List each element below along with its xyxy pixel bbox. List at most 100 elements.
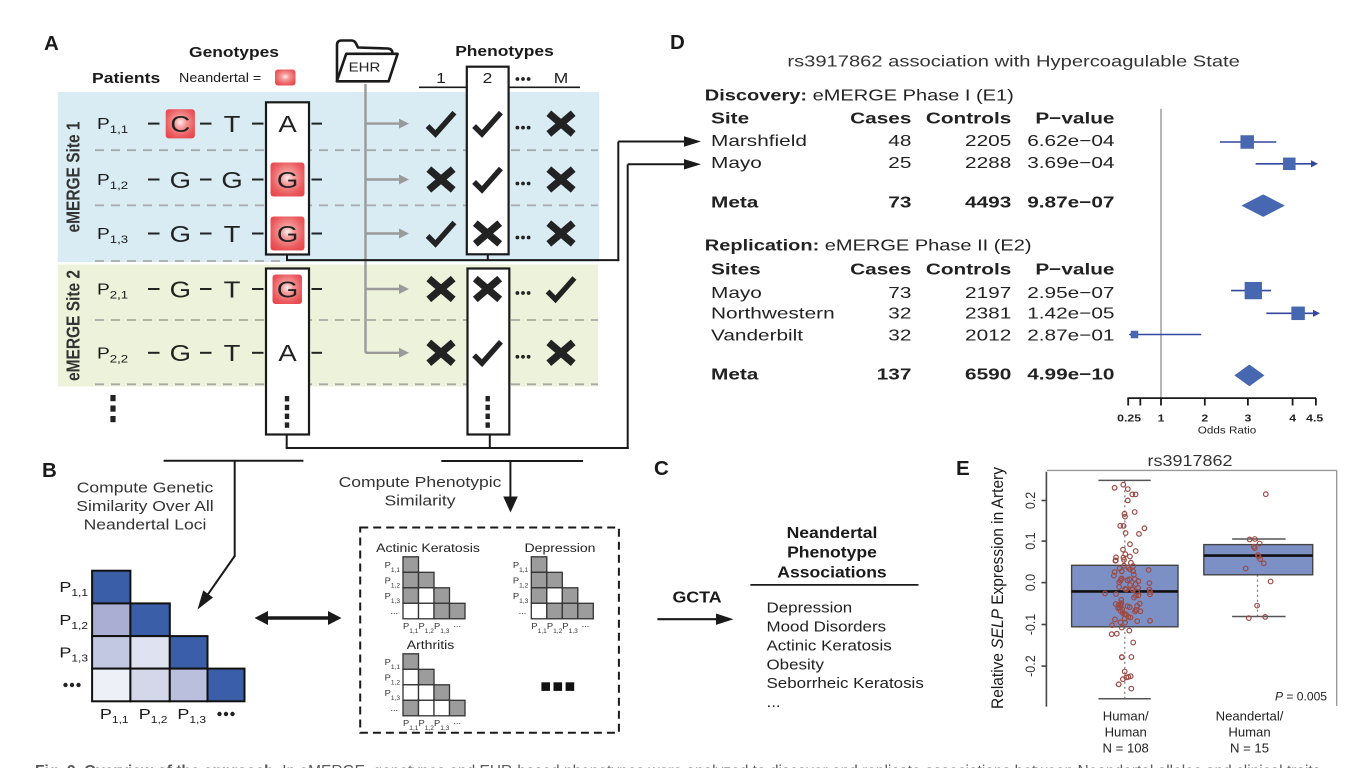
svg-text:Neandertal: Neandertal — [787, 524, 878, 542]
svg-text:Sites: Sites — [711, 260, 761, 278]
svg-text:73: 73 — [888, 193, 911, 211]
svg-text:rs3917862: rs3917862 — [1148, 452, 1233, 470]
svg-text:4: 4 — [1289, 413, 1297, 424]
svg-text:Compute Phenotypic: Compute Phenotypic — [339, 474, 502, 491]
svg-text:2.95e−07: 2.95e−07 — [1027, 283, 1114, 301]
svg-text:Vanderbilt: Vanderbilt — [711, 326, 804, 344]
svg-text:3: 3 — [1244, 413, 1251, 424]
svg-text:Seborrheic Keratosis: Seborrheic Keratosis — [767, 676, 924, 692]
svg-text:Relative SELP Expression in Ar: Relative SELP Expression in Artery — [988, 466, 1007, 709]
svg-text:2: 2 — [483, 70, 493, 87]
svg-text:A: A — [278, 112, 296, 138]
svg-text:...: ... — [582, 619, 590, 629]
svg-text:Actinic Keratosis: Actinic Keratosis — [376, 541, 480, 555]
svg-text:2288: 2288 — [965, 153, 1011, 171]
svg-text:0.1: 0.1 — [1022, 532, 1038, 549]
svg-text:N = 108: N = 108 — [1103, 741, 1149, 756]
svg-text:2197: 2197 — [965, 283, 1011, 301]
svg-text:2012: 2012 — [965, 326, 1011, 344]
svg-text:Northwestern: Northwestern — [711, 304, 835, 322]
svg-text:P−value: P−value — [1035, 260, 1114, 278]
svg-text:G: G — [170, 168, 191, 194]
svg-text:4.5: 4.5 — [1306, 413, 1324, 424]
svg-text:Obesity: Obesity — [767, 657, 824, 673]
svg-text:0.2: 0.2 — [1022, 492, 1038, 509]
svg-text:G: G — [277, 168, 298, 194]
svg-text:Human: Human — [1228, 725, 1270, 740]
svg-text:4493: 4493 — [965, 193, 1011, 211]
svg-text:C: C — [170, 112, 190, 138]
svg-text:Discovery: eMERGE Phase I (E1): Discovery: eMERGE Phase I (E1) — [705, 86, 1014, 104]
svg-text:Replication: eMERGE Phase II (: Replication: eMERGE Phase II (E2) — [705, 236, 1032, 254]
svg-text:Human: Human — [1105, 725, 1147, 740]
svg-text:D: D — [670, 31, 685, 54]
svg-text:Marshfield: Marshfield — [711, 131, 807, 149]
svg-text:32: 32 — [888, 304, 911, 322]
svg-text:Depression: Depression — [767, 600, 853, 616]
svg-text:N = 15: N = 15 — [1230, 741, 1269, 756]
svg-text:6590: 6590 — [965, 365, 1011, 383]
svg-text:T: T — [224, 277, 241, 303]
svg-text:T: T — [224, 341, 241, 367]
svg-text:25: 25 — [888, 153, 911, 171]
svg-text:rs3917862 association with Hyp: rs3917862 association with Hypercoagulab… — [787, 52, 1239, 70]
svg-text:73: 73 — [888, 283, 911, 301]
svg-text:Neandertal/: Neandertal/ — [1216, 709, 1284, 724]
svg-text:Similarity: Similarity — [384, 493, 456, 510]
svg-text:1: 1 — [436, 70, 446, 87]
svg-text:T: T — [224, 222, 241, 248]
svg-text:2: 2 — [1201, 413, 1208, 424]
svg-text:0.0: 0.0 — [1022, 574, 1038, 591]
svg-text:4.99e−10: 4.99e−10 — [1027, 365, 1114, 383]
svg-text:1.42e−05: 1.42e−05 — [1027, 304, 1114, 322]
svg-text:Mayo: Mayo — [711, 283, 762, 301]
svg-text:2.87e−01: 2.87e−01 — [1027, 326, 1114, 344]
svg-text:137: 137 — [877, 365, 912, 383]
svg-text:9.87e−07: 9.87e−07 — [1027, 193, 1114, 211]
svg-text:2205: 2205 — [965, 131, 1011, 149]
svg-text:Neandertal Loci: Neandertal Loci — [84, 517, 207, 534]
svg-text:G: G — [170, 222, 191, 248]
svg-text:-0.1: -0.1 — [1022, 614, 1038, 636]
svg-text:Controls: Controls — [926, 260, 1011, 278]
svg-text:32: 32 — [888, 326, 911, 344]
svg-text:GCTA: GCTA — [672, 589, 721, 607]
svg-text:Cases: Cases — [850, 109, 911, 127]
svg-text:Meta: Meta — [711, 365, 759, 383]
svg-text:0.25: 0.25 — [1117, 413, 1142, 424]
svg-text:1: 1 — [1158, 413, 1166, 424]
svg-text:Similarity Over All: Similarity Over All — [76, 498, 213, 515]
svg-text:M: M — [554, 70, 568, 87]
svg-text:Neandertal =: Neandertal = — [179, 71, 261, 85]
svg-text:Odds Ratio: Odds Ratio — [1198, 425, 1256, 436]
svg-text:Fig. 2. Overview of the approa: Fig. 2. Overview of the approach. In eME… — [35, 763, 1325, 768]
svg-text:...: ... — [390, 606, 398, 616]
svg-text:G: G — [170, 277, 191, 303]
svg-text:Actinic Keratosis: Actinic Keratosis — [767, 638, 892, 654]
svg-text:Meta: Meta — [711, 193, 759, 211]
svg-text:Arthritis: Arthritis — [407, 638, 455, 652]
svg-text:-0.2: -0.2 — [1022, 655, 1038, 677]
svg-text:P = 0.005: P = 0.005 — [1275, 691, 1327, 704]
svg-text:...: ... — [519, 606, 527, 616]
svg-text:48: 48 — [888, 131, 911, 149]
svg-text:C: C — [654, 457, 669, 480]
svg-text:...: ... — [767, 695, 781, 711]
svg-text:Phenotypes: Phenotypes — [455, 43, 554, 60]
svg-text:Genotypes: Genotypes — [189, 44, 279, 61]
svg-text:Mayo: Mayo — [711, 153, 762, 171]
svg-text:G: G — [277, 222, 298, 248]
svg-text:eMERGE Site 2: eMERGE Site 2 — [63, 270, 83, 381]
svg-text:Compute Genetic: Compute Genetic — [77, 480, 213, 497]
svg-text:Mood Disorders: Mood Disorders — [767, 619, 887, 635]
svg-text:A: A — [44, 32, 59, 55]
svg-text:Controls: Controls — [926, 109, 1011, 127]
svg-text:P−value: P−value — [1035, 109, 1114, 127]
svg-text:Phenotype: Phenotype — [787, 543, 877, 561]
svg-text:Human/: Human/ — [1103, 709, 1149, 724]
svg-text:...: ... — [453, 716, 461, 726]
svg-text:EHR: EHR — [349, 61, 381, 75]
svg-text:G: G — [277, 277, 298, 303]
svg-text:G: G — [170, 341, 191, 367]
svg-text:6.62e−04: 6.62e−04 — [1027, 131, 1114, 149]
